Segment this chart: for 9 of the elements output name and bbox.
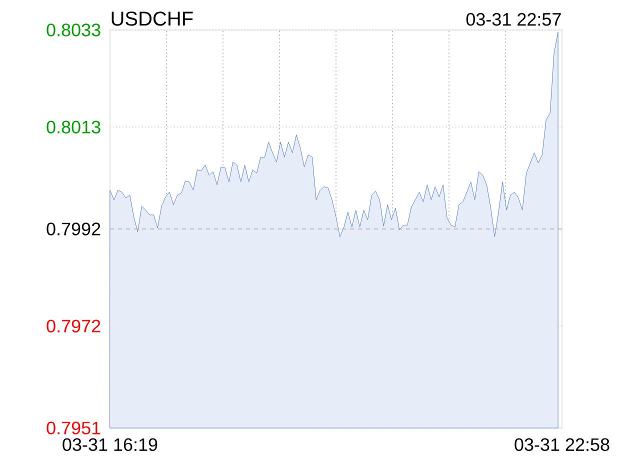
y-tick-label: 0.7972 [46, 320, 100, 332]
chart-title: USDCHF [112, 12, 193, 26]
chart-subtitle: 03-31 22:57 [466, 12, 561, 26]
y-tick-label: 0.7992 [46, 222, 100, 236]
x-tick-label: 03-31 16:19 [62, 438, 158, 451]
x-tick-label: 03-31 22:58 [514, 438, 610, 451]
y-tick-label: 0.8013 [46, 120, 100, 134]
y-tick-label: 0.7951 [46, 422, 100, 434]
y-tick-label: 0.8033 [46, 24, 100, 36]
